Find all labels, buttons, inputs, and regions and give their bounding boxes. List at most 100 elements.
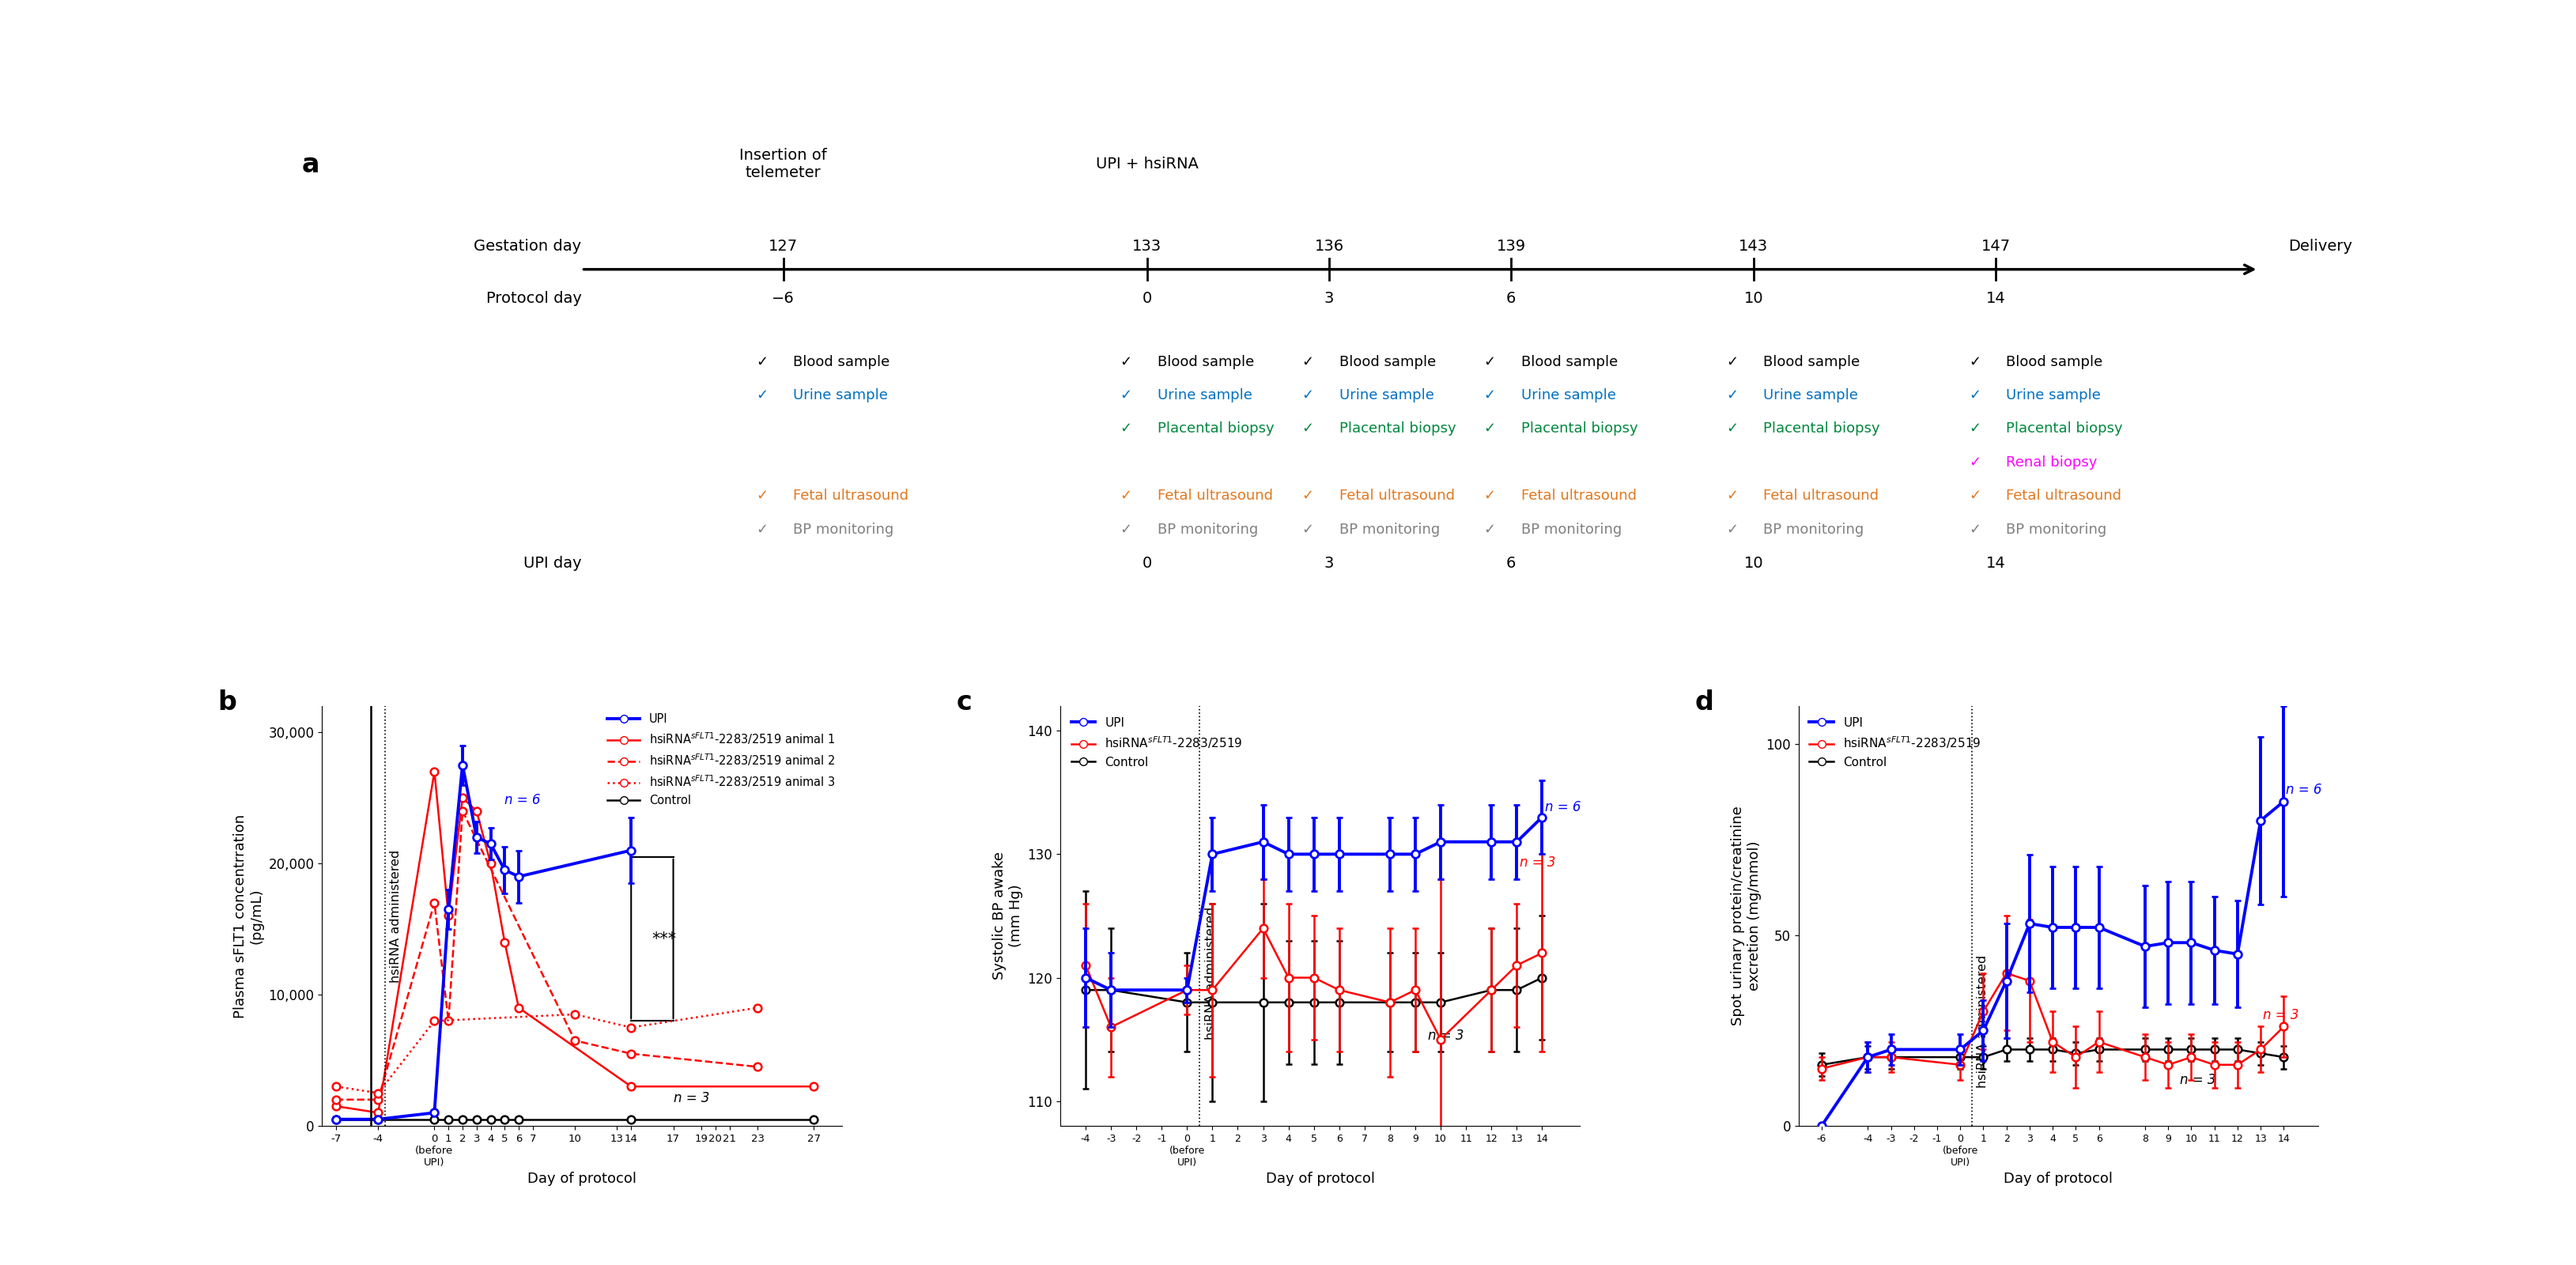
Text: n = 6: n = 6 xyxy=(2285,783,2321,797)
Text: 127: 127 xyxy=(768,239,799,254)
Text: ✓: ✓ xyxy=(1121,354,1136,369)
Text: 143: 143 xyxy=(1739,239,1767,254)
Text: ✓: ✓ xyxy=(1121,522,1136,536)
Text: ✓: ✓ xyxy=(757,490,773,503)
Text: ✓: ✓ xyxy=(1303,490,1319,503)
Text: Urine sample: Urine sample xyxy=(793,388,889,402)
Text: ✓: ✓ xyxy=(1726,388,1744,402)
Text: Urine sample: Urine sample xyxy=(2007,388,2102,402)
Text: 136: 136 xyxy=(1314,239,1345,254)
X-axis label: Day of protocol: Day of protocol xyxy=(528,1171,636,1187)
Text: Urine sample: Urine sample xyxy=(1765,388,1857,402)
Legend: UPI, hsiRNA$^{sFLT1}$-2283/2519, Control: UPI, hsiRNA$^{sFLT1}$-2283/2519, Control xyxy=(1806,712,1986,773)
Text: 14: 14 xyxy=(1986,555,2007,571)
Text: 133: 133 xyxy=(1133,239,1162,254)
Text: Urine sample: Urine sample xyxy=(1340,388,1435,402)
Legend: UPI, hsiRNA$^{sFLT1}$-2283/2519 animal 1, hsiRNA$^{sFLT1}$-2283/2519 animal 2, h: UPI, hsiRNA$^{sFLT1}$-2283/2519 animal 1… xyxy=(603,708,840,811)
Text: Fetal ultrasound: Fetal ultrasound xyxy=(1340,490,1455,503)
Text: Protocol day: Protocol day xyxy=(487,291,582,306)
Text: c: c xyxy=(956,689,971,715)
Text: ✓: ✓ xyxy=(757,522,773,536)
Text: n = 3: n = 3 xyxy=(2179,1073,2215,1087)
Text: Blood sample: Blood sample xyxy=(1520,354,1618,369)
Text: ✓: ✓ xyxy=(1484,388,1502,402)
Text: Urine sample: Urine sample xyxy=(1520,388,1615,402)
Text: ✓: ✓ xyxy=(1484,354,1502,369)
Text: ✓: ✓ xyxy=(1726,522,1744,536)
Text: BP monitoring: BP monitoring xyxy=(793,522,894,536)
Text: 0: 0 xyxy=(1141,291,1151,306)
Text: ✓: ✓ xyxy=(1726,354,1744,369)
Text: Gestation day: Gestation day xyxy=(474,239,582,254)
Text: ✓: ✓ xyxy=(1303,388,1319,402)
Text: Fetal ultrasound: Fetal ultrasound xyxy=(1520,490,1636,503)
Text: n = 6: n = 6 xyxy=(1546,799,1582,815)
Text: 3: 3 xyxy=(1324,555,1334,571)
Text: ✓: ✓ xyxy=(1303,354,1319,369)
Text: ✓: ✓ xyxy=(1303,421,1319,436)
Text: ✓: ✓ xyxy=(1726,421,1744,436)
Text: 147: 147 xyxy=(1981,239,2012,254)
Text: Blood sample: Blood sample xyxy=(1765,354,1860,369)
Text: Urine sample: Urine sample xyxy=(1157,388,1252,402)
Text: Placental biopsy: Placental biopsy xyxy=(2007,421,2123,436)
Text: a: a xyxy=(301,152,319,178)
Text: ✓: ✓ xyxy=(1121,490,1136,503)
Text: b: b xyxy=(219,689,237,715)
Text: 14: 14 xyxy=(1986,291,2007,306)
Text: hsiRNA administered: hsiRNA administered xyxy=(1976,955,1989,1088)
Text: ✓: ✓ xyxy=(1484,522,1502,536)
Text: ✓: ✓ xyxy=(1971,455,1986,469)
Text: Blood sample: Blood sample xyxy=(1340,354,1435,369)
Text: 10: 10 xyxy=(1744,555,1762,571)
Text: BP monitoring: BP monitoring xyxy=(1765,522,1865,536)
Text: 10: 10 xyxy=(1744,291,1762,306)
Text: Renal biopsy: Renal biopsy xyxy=(2007,455,2097,469)
Y-axis label: Spot urinary protein/creatinine
excretion (mg/mmol): Spot urinary protein/creatinine excretio… xyxy=(1731,806,1762,1026)
Y-axis label: Plasma sFLT1 concentrration
(pg/mL): Plasma sFLT1 concentrration (pg/mL) xyxy=(234,813,265,1018)
Text: UPI + hsiRNA: UPI + hsiRNA xyxy=(1095,157,1198,172)
Text: ✓: ✓ xyxy=(1971,522,1986,536)
Text: 0: 0 xyxy=(1141,555,1151,571)
Text: Placental biopsy: Placental biopsy xyxy=(1765,421,1880,436)
Text: UPI day: UPI day xyxy=(523,555,582,571)
Text: 3: 3 xyxy=(1324,291,1334,306)
Text: ✓: ✓ xyxy=(1121,421,1136,436)
Text: ✓: ✓ xyxy=(1971,421,1986,436)
Text: Delivery: Delivery xyxy=(2287,239,2352,254)
Legend: UPI, hsiRNA$^{sFLT1}$-2283/2519, Control: UPI, hsiRNA$^{sFLT1}$-2283/2519, Control xyxy=(1066,712,1247,773)
Text: ✓: ✓ xyxy=(757,388,773,402)
Text: ✓: ✓ xyxy=(1971,388,1986,402)
Text: ✓: ✓ xyxy=(1121,388,1136,402)
Text: ✓: ✓ xyxy=(757,354,773,369)
Text: Blood sample: Blood sample xyxy=(2007,354,2102,369)
Text: n = 3: n = 3 xyxy=(672,1092,708,1106)
Text: n = 3: n = 3 xyxy=(2262,1008,2298,1022)
Text: BP monitoring: BP monitoring xyxy=(1520,522,1620,536)
Text: ***: *** xyxy=(652,931,677,946)
Text: Placental biopsy: Placental biopsy xyxy=(1157,421,1275,436)
Text: 139: 139 xyxy=(1497,239,1525,254)
Text: BP monitoring: BP monitoring xyxy=(1157,522,1257,536)
Text: ✓: ✓ xyxy=(1971,354,1986,369)
Text: hsiRNA administered: hsiRNA administered xyxy=(389,849,402,983)
Text: Fetal ultrasound: Fetal ultrasound xyxy=(1157,490,1273,503)
Text: ✓: ✓ xyxy=(1971,490,1986,503)
Text: ✓: ✓ xyxy=(1726,490,1744,503)
Text: Insertion of
telemeter: Insertion of telemeter xyxy=(739,148,827,181)
Text: n = 3: n = 3 xyxy=(1520,855,1556,870)
Text: Fetal ultrasound: Fetal ultrasound xyxy=(1765,490,1878,503)
Text: ✓: ✓ xyxy=(1484,490,1502,503)
Text: Placental biopsy: Placental biopsy xyxy=(1520,421,1638,436)
Text: Placental biopsy: Placental biopsy xyxy=(1340,421,1455,436)
Text: hsiRNA administered: hsiRNA administered xyxy=(1206,907,1216,1040)
Text: 6: 6 xyxy=(1507,291,1515,306)
Text: BP monitoring: BP monitoring xyxy=(1340,522,1440,536)
Text: −6: −6 xyxy=(773,291,796,306)
Text: 6: 6 xyxy=(1507,555,1515,571)
Text: Fetal ultrasound: Fetal ultrasound xyxy=(2007,490,2123,503)
Text: Blood sample: Blood sample xyxy=(1157,354,1255,369)
Text: Blood sample: Blood sample xyxy=(793,354,891,369)
Text: n = 6: n = 6 xyxy=(505,793,541,807)
X-axis label: Day of protocol: Day of protocol xyxy=(1265,1171,1376,1187)
